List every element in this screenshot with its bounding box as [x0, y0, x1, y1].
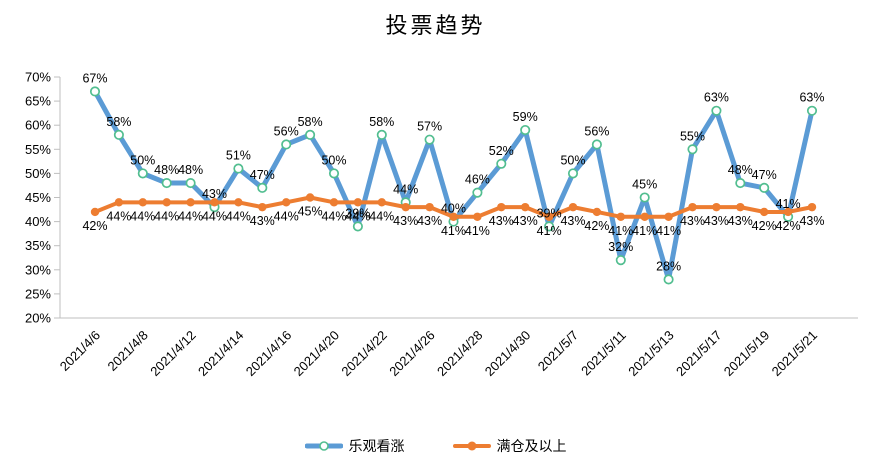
svg-text:58%: 58% [106, 115, 131, 129]
svg-text:45%: 45% [25, 190, 51, 205]
svg-text:51%: 51% [226, 149, 251, 163]
svg-text:43%: 43% [728, 214, 753, 228]
svg-text:44%: 44% [226, 209, 251, 223]
svg-text:2021/5/17: 2021/5/17 [673, 328, 725, 380]
svg-text:2021/5/13: 2021/5/13 [625, 328, 677, 380]
svg-text:2021/4/20: 2021/4/20 [291, 328, 343, 380]
blue-line-open-circle-icon [304, 441, 343, 451]
chart-legend: 乐观看涨 满仓及以上 [0, 436, 871, 456]
svg-text:67%: 67% [82, 71, 107, 85]
svg-text:43%: 43% [560, 214, 585, 228]
svg-text:2021/5/19: 2021/5/19 [721, 328, 773, 380]
svg-text:58%: 58% [298, 115, 323, 129]
svg-text:43%: 43% [393, 214, 418, 228]
svg-text:42%: 42% [584, 219, 609, 233]
svg-text:48%: 48% [728, 163, 753, 177]
svg-text:2021/5/7: 2021/5/7 [535, 328, 581, 374]
legend-label-full-position: 满仓及以上 [496, 438, 567, 454]
svg-text:42%: 42% [82, 219, 107, 233]
svg-text:43%: 43% [489, 214, 514, 228]
svg-text:41%: 41% [656, 224, 681, 238]
line-chart-plot-area: 20% 25% 30% 35% 40% 45% 50% 55% 60% 65% 70% 2021/4/… [25, 70, 858, 380]
legend-item-bullish[interactable]: 乐观看涨 [304, 436, 405, 456]
svg-text:2021/4/6: 2021/4/6 [57, 328, 103, 374]
svg-text:2021/5/11: 2021/5/11 [578, 328, 629, 379]
svg-text:2021/4/26: 2021/4/26 [386, 328, 438, 380]
svg-text:41%: 41% [441, 224, 466, 238]
svg-text:42%: 42% [776, 219, 801, 233]
svg-text:32%: 32% [608, 240, 633, 254]
svg-text:35%: 35% [25, 238, 51, 253]
svg-text:47%: 47% [752, 168, 777, 182]
legend-item-full-position[interactable]: 满仓及以上 [452, 436, 567, 456]
svg-text:2021/4/22: 2021/4/22 [338, 328, 390, 380]
svg-text:70%: 70% [25, 70, 51, 85]
svg-text:43%: 43% [680, 214, 705, 228]
svg-text:40%: 40% [441, 202, 466, 216]
svg-text:43%: 43% [513, 214, 538, 228]
svg-text:2021/4/14: 2021/4/14 [195, 328, 247, 380]
svg-text:44%: 44% [202, 209, 227, 223]
svg-text:63%: 63% [799, 91, 824, 105]
svg-text:42%: 42% [752, 219, 777, 233]
svg-text:50%: 50% [560, 153, 585, 167]
svg-text:55%: 55% [680, 129, 705, 143]
svg-text:2021/5/21: 2021/5/21 [769, 328, 821, 380]
svg-text:57%: 57% [417, 120, 442, 134]
svg-text:41%: 41% [776, 197, 801, 211]
svg-text:56%: 56% [274, 124, 299, 138]
svg-text:50%: 50% [130, 153, 155, 167]
svg-text:59%: 59% [513, 110, 538, 124]
svg-text:2021/4/28: 2021/4/28 [434, 328, 486, 380]
legend-label-bullish: 乐观看涨 [348, 438, 405, 454]
svg-text:44%: 44% [393, 182, 418, 196]
svg-text:44%: 44% [369, 209, 394, 223]
svg-text:39%: 39% [537, 206, 562, 220]
svg-text:44%: 44% [321, 209, 346, 223]
svg-text:30%: 30% [25, 262, 51, 277]
svg-text:48%: 48% [178, 163, 203, 177]
svg-text:44%: 44% [178, 209, 203, 223]
svg-text:2021/4/12: 2021/4/12 [147, 328, 199, 380]
svg-text:40%: 40% [25, 214, 51, 229]
svg-text:43%: 43% [202, 187, 227, 201]
svg-text:60%: 60% [25, 118, 51, 133]
svg-text:47%: 47% [250, 168, 275, 182]
svg-text:25%: 25% [25, 286, 51, 301]
svg-text:44%: 44% [345, 209, 370, 223]
orange-line-filled-circle-icon [452, 441, 491, 451]
svg-text:50%: 50% [321, 153, 346, 167]
svg-text:43%: 43% [704, 214, 729, 228]
svg-text:55%: 55% [25, 142, 51, 157]
svg-text:43%: 43% [417, 214, 442, 228]
svg-text:28%: 28% [656, 259, 681, 273]
svg-text:44%: 44% [130, 209, 155, 223]
svg-text:39%: 39% [345, 206, 370, 220]
svg-text:45%: 45% [298, 205, 323, 219]
svg-text:41%: 41% [465, 224, 490, 238]
svg-text:2021/4/8: 2021/4/8 [105, 328, 151, 374]
svg-text:44%: 44% [274, 209, 299, 223]
svg-text:46%: 46% [465, 173, 490, 187]
chart-title: 投票趋势 [385, 14, 486, 39]
svg-text:52%: 52% [489, 144, 514, 158]
svg-text:20%: 20% [25, 311, 51, 326]
svg-text:44%: 44% [154, 209, 179, 223]
svg-text:65%: 65% [25, 94, 51, 109]
svg-text:56%: 56% [584, 124, 609, 138]
svg-text:50%: 50% [25, 166, 51, 181]
svg-text:45%: 45% [632, 178, 657, 192]
svg-text:43%: 43% [250, 214, 275, 228]
svg-text:48%: 48% [154, 163, 179, 177]
svg-text:58%: 58% [369, 115, 394, 129]
svg-text:2021/4/16: 2021/4/16 [243, 328, 295, 380]
svg-text:41%: 41% [537, 224, 562, 238]
svg-text:44%: 44% [106, 209, 131, 223]
svg-text:41%: 41% [632, 224, 657, 238]
svg-text:2021/4/30: 2021/4/30 [482, 328, 534, 380]
svg-text:63%: 63% [704, 91, 729, 105]
svg-text:41%: 41% [608, 224, 633, 238]
svg-text:43%: 43% [799, 214, 824, 228]
